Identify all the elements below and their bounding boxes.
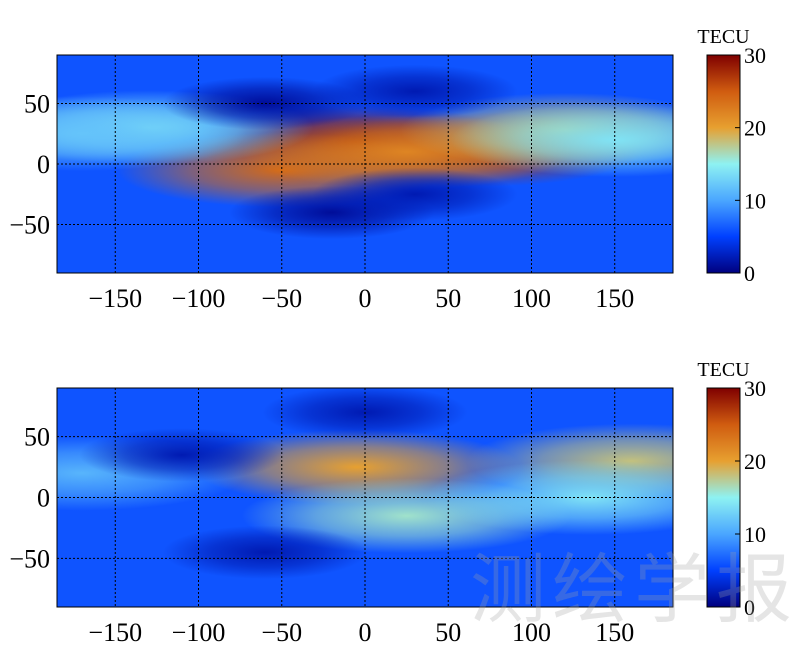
x-tick-label: 150 [595,284,634,313]
x-tick-label: 50 [435,284,461,313]
y-tick-label: 50 [24,423,50,452]
plot-frame [56,387,674,608]
y-tick-label: −50 [9,211,50,240]
heatmap-feature [312,167,518,221]
plot-frame [56,54,674,274]
heatmap-feature [449,102,673,178]
colorbar-gradient [706,54,741,274]
heatmap-feature [79,428,285,482]
colorbar-tick-label: 20 [744,449,766,474]
x-tick-label: 150 [595,618,634,647]
watermark: 测绘学报 [470,545,798,634]
y-tick-label: 0 [37,484,50,513]
y-tick-label: −50 [9,544,50,573]
colorbar-tick-label: 10 [744,522,766,547]
x-tick-label: −100 [172,618,226,647]
x-tick-label: −150 [88,284,142,313]
colorbar-tick-label: 20 [744,116,766,141]
y-tick-label: 50 [24,89,50,118]
y-tick-label: 0 [37,150,50,179]
colorbar-tick-label: 30 [744,43,766,68]
colorbar-tick-label: 30 [744,376,766,401]
colorbar-gradient [706,387,741,608]
x-tick-label: −50 [261,618,302,647]
colorbar-tick-label: 0 [744,261,755,286]
colorbar-label: TECU [697,359,750,381]
colorbar-tick-label: 0 [744,595,755,620]
x-tick-label: −150 [88,618,142,647]
colorbar-tick-label: 10 [744,188,766,213]
x-tick-label: 0 [359,618,372,647]
x-tick-label: 0 [359,284,372,313]
x-tick-label: 100 [512,284,551,313]
x-tick-label: −100 [172,284,226,313]
heatmap-feature [312,64,518,118]
heatmap-feature [424,460,673,535]
heatmap-feature [162,525,368,580]
colorbar-label: TECU [697,26,750,48]
x-tick-label: 50 [435,618,461,647]
x-tick-label: −50 [261,284,302,313]
x-tick-label: 100 [512,618,551,647]
